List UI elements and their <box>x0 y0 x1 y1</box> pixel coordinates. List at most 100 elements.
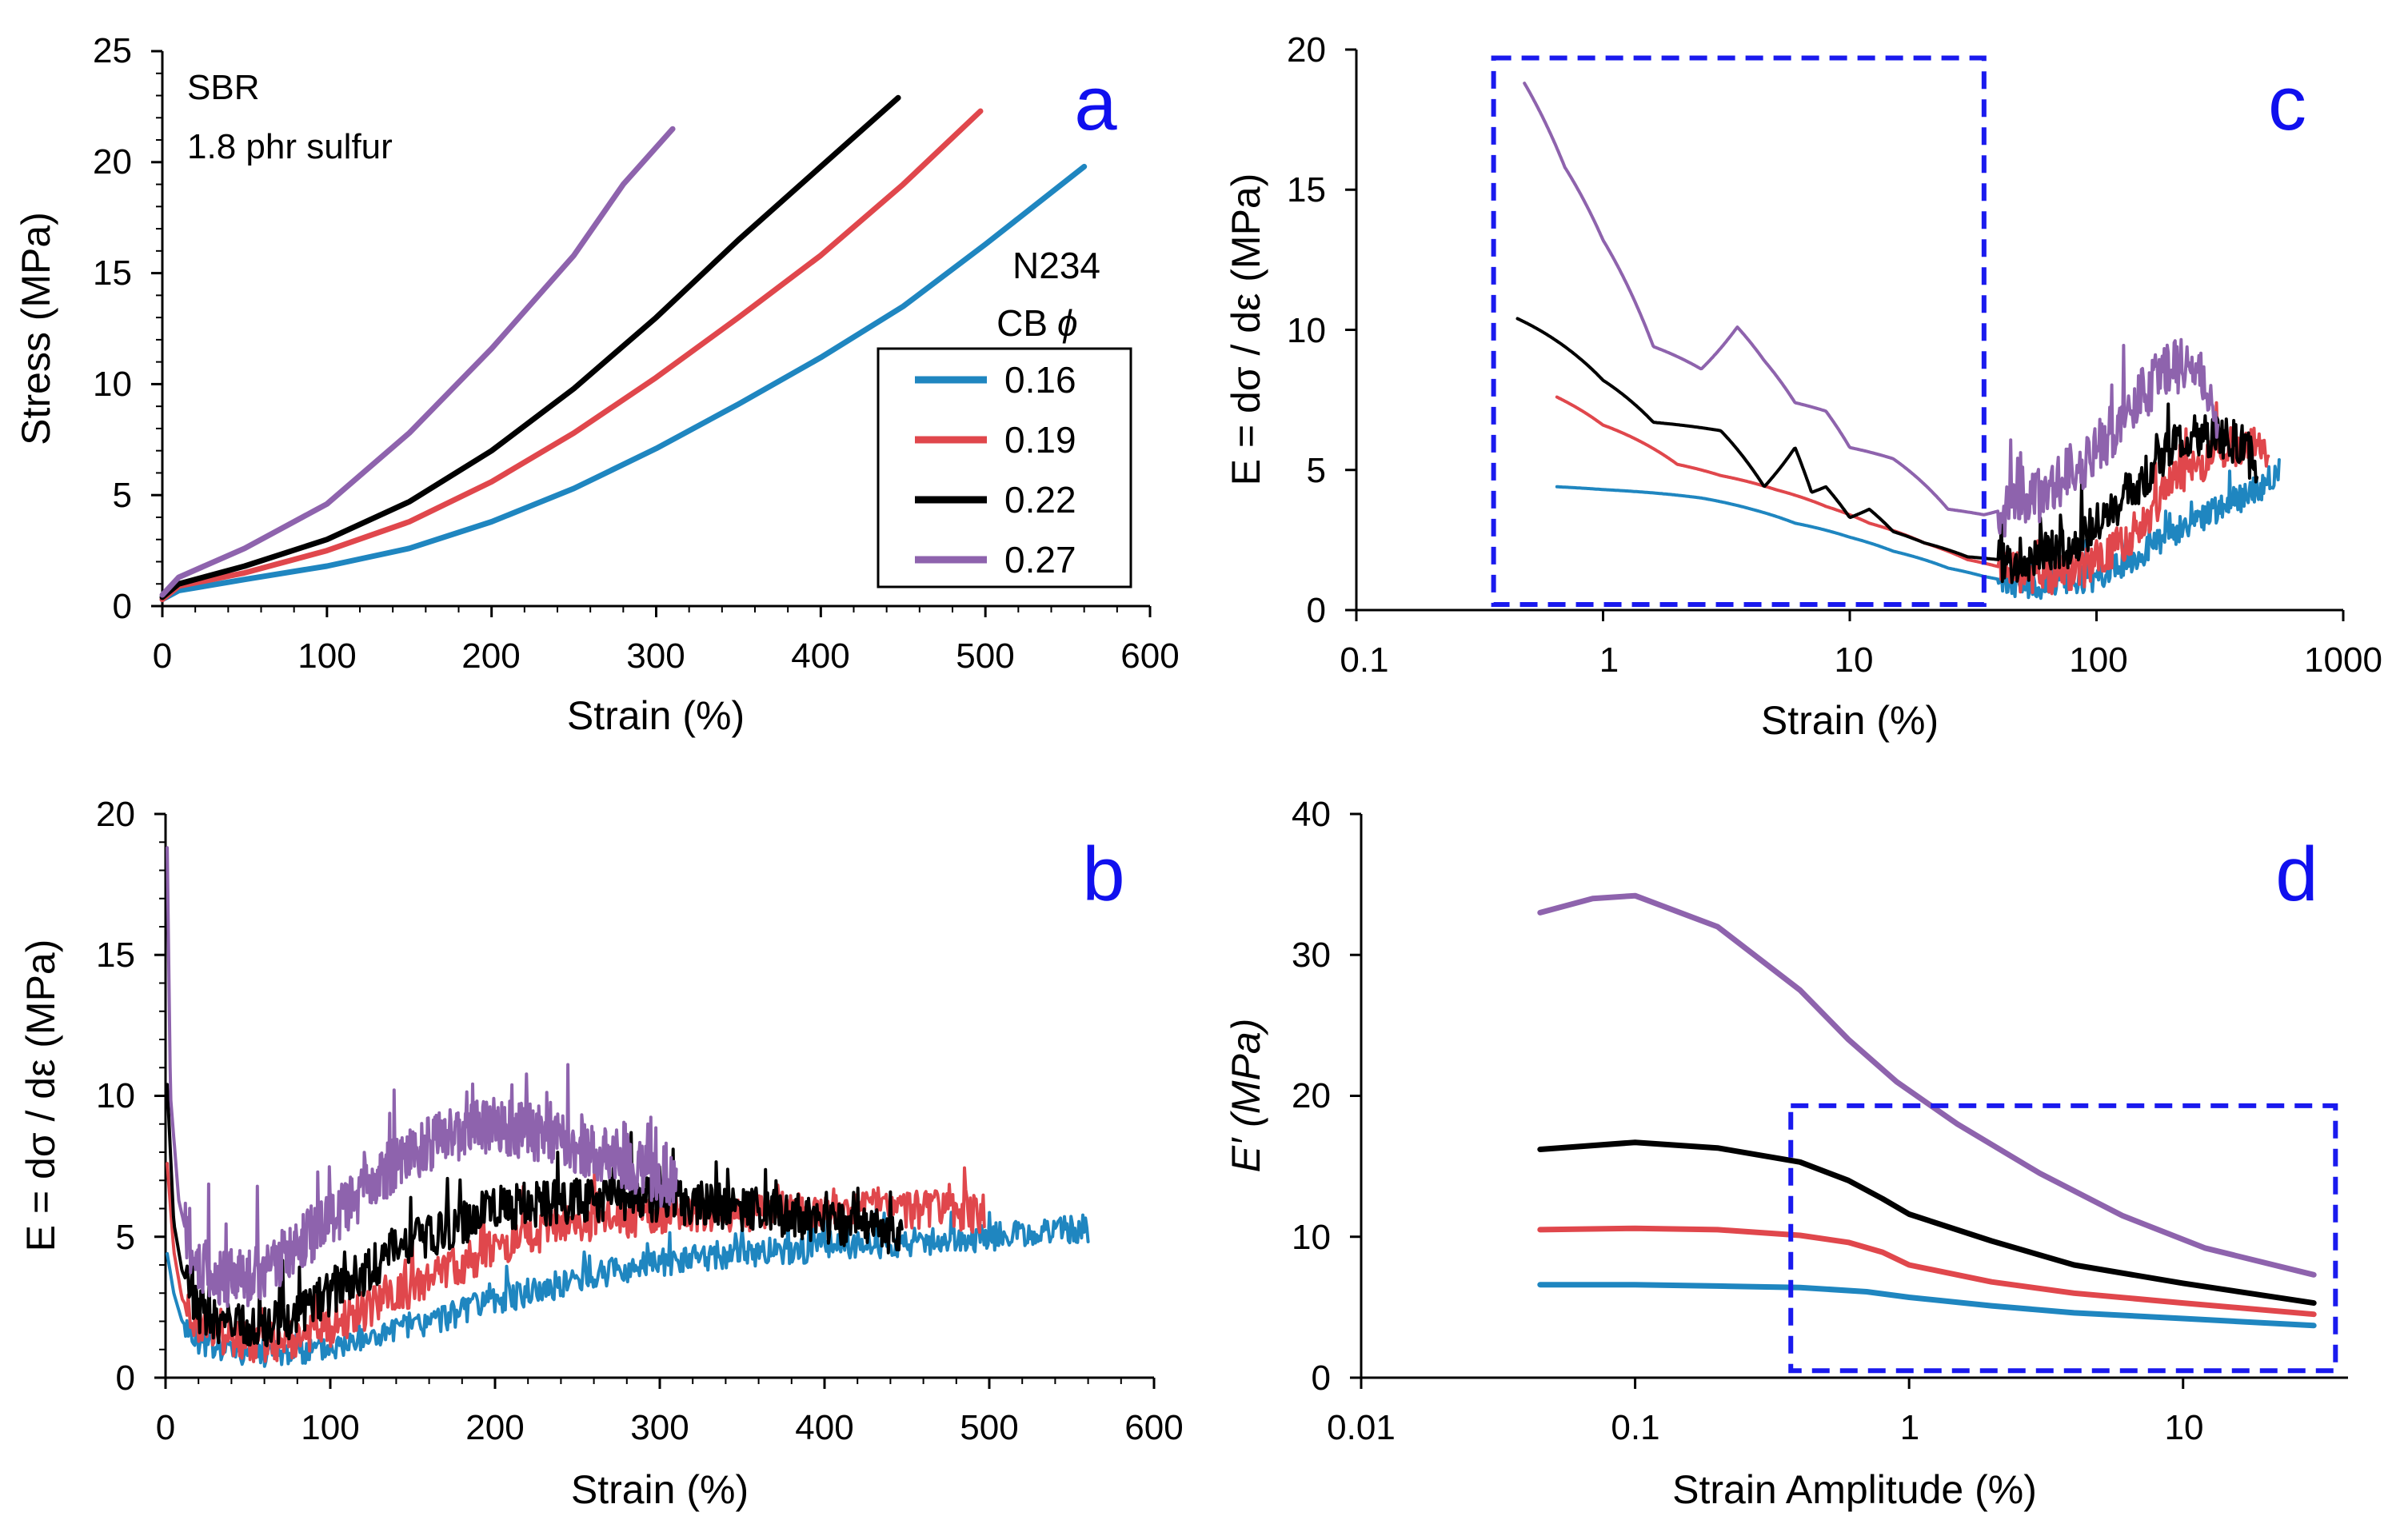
tick-marks <box>1350 812 2185 1389</box>
x-axis-label: Strain (%) <box>1761 698 1939 743</box>
x-tick-label: 10 <box>1835 640 1874 680</box>
x-tick-label: 1000 <box>2304 640 2382 680</box>
highlight-box-group <box>1491 55 1987 607</box>
series-line-0.27 <box>159 126 676 598</box>
x-tick-label: 10 <box>2165 1408 2204 1447</box>
x-tick-label: 300 <box>630 1408 689 1447</box>
x-tick-label: 500 <box>960 1408 1018 1447</box>
panel-c: 0.1 1 10 100 1000 0 5 10 15 20 Strain (%… <box>1224 30 2382 743</box>
y-tick-label: 0 <box>1312 1358 1331 1398</box>
y-axis-label: E′ (MPa) <box>1224 1019 1268 1173</box>
panel-letter-b: b <box>1082 832 1124 917</box>
x-axis-label: Strain Amplitude (%) <box>1672 1467 2037 1512</box>
x-tick-label: 0.1 <box>1340 640 1388 680</box>
x-tick-label: 100 <box>2069 640 2127 680</box>
x-tick-label: 0.01 <box>1327 1408 1396 1447</box>
y-tick-label: 15 <box>1287 170 1326 209</box>
x-tick-label: 1 <box>1599 640 1619 680</box>
x-tick-labels: 0 100 200 300 400 500 600 <box>153 636 1180 676</box>
series-line-0.27 <box>1537 892 2317 1278</box>
x-tick-label: 600 <box>1124 1408 1183 1447</box>
series-line-0.16 <box>1555 458 2281 600</box>
y-tick-label: 15 <box>96 936 135 975</box>
panel-b: 0 100 200 300 400 500 600 0 5 10 15 20 S… <box>18 795 1184 1512</box>
x-axis-label: Strain (%) <box>571 1467 749 1512</box>
legend-label-0.27: 0.27 <box>1004 539 1076 580</box>
x-tick-label: 400 <box>791 636 849 676</box>
x-tick-labels: 0.1 1 10 100 1000 <box>1340 640 2382 680</box>
tick-marks <box>151 50 1152 617</box>
y-axis-label: E = dσ / dε (MPa) <box>1224 174 1268 486</box>
y-tick-labels: 0 5 10 15 20 <box>1287 30 1326 630</box>
series-line-0.19 <box>159 108 984 603</box>
legend-box <box>877 347 1132 588</box>
legend-title-symbol: ϕ <box>1057 302 1078 344</box>
y-tick-label: 40 <box>1292 795 1331 834</box>
y-tick-label: 20 <box>1287 30 1326 70</box>
highlight-box-group <box>1788 1103 2338 1374</box>
y-tick-label: 15 <box>93 253 132 293</box>
series-group <box>166 846 1090 1368</box>
x-tick-labels: 0 100 200 300 400 500 600 <box>156 1408 1184 1447</box>
y-tick-label: 25 <box>93 31 132 70</box>
series-line-0.22 <box>159 94 901 600</box>
x-tick-labels: 0.01 0.1 1 10 <box>1327 1408 2203 1447</box>
y-tick-label: 0 <box>113 587 132 626</box>
highlight-box <box>1788 1103 2338 1374</box>
x-tick-label: 1 <box>1900 1408 1919 1447</box>
legend: N234 CB ϕ 0.16 0.19 0.22 0.27 <box>877 245 1132 588</box>
legend-title-line1: N234 <box>1012 245 1100 286</box>
y-tick-label: 0 <box>116 1358 135 1398</box>
panel-letter-d: d <box>2275 832 2318 917</box>
y-tick-label: 5 <box>116 1218 135 1257</box>
y-tick-label: 10 <box>93 365 132 404</box>
series-line-0.19 <box>166 1162 986 1363</box>
y-tick-label: 5 <box>1307 451 1326 490</box>
series-line-0.22 <box>1515 317 2259 584</box>
x-tick-label: 0 <box>156 1408 175 1447</box>
series-line-0.16 <box>1537 1282 2317 1329</box>
x-tick-label: 400 <box>795 1408 853 1447</box>
x-tick-label: 200 <box>461 636 520 676</box>
tick-marks <box>154 812 1156 1389</box>
y-tick-label: 20 <box>1292 1076 1331 1115</box>
series-group <box>159 94 1088 603</box>
y-tick-label: 30 <box>1292 936 1331 975</box>
series-line-0.19 <box>1537 1225 2317 1318</box>
legend-label-0.16: 0.16 <box>1004 359 1076 401</box>
y-tick-label: 10 <box>1292 1218 1331 1257</box>
annotation-sulfur: 1.8 phr sulfur <box>187 127 393 166</box>
y-tick-label: 20 <box>93 142 132 182</box>
panel-letter-a: a <box>1074 61 1117 146</box>
panel-a: 0 100 200 300 400 500 600 0 5 10 15 20 2… <box>14 31 1180 738</box>
x-tick-label: 600 <box>1120 636 1179 676</box>
y-tick-label: 20 <box>96 795 135 834</box>
y-tick-label: 10 <box>96 1076 135 1115</box>
series-group <box>1515 82 2281 600</box>
x-axis-label: Strain (%) <box>567 693 745 738</box>
y-tick-label: 10 <box>1287 311 1326 350</box>
highlight-box <box>1491 55 1987 607</box>
y-tick-label: 0 <box>1307 591 1326 630</box>
panel-letter-c: c <box>2268 61 2306 146</box>
series-group <box>1537 892 2317 1329</box>
tick-marks <box>1345 48 2345 621</box>
x-tick-label: 0 <box>153 636 172 676</box>
series-line-0.16 <box>159 163 1088 603</box>
series-line-0.22 <box>166 1083 904 1347</box>
legend-label-0.22: 0.22 <box>1004 479 1076 521</box>
series-line-0.27 <box>1523 82 2220 538</box>
series-line-0.27 <box>166 846 678 1308</box>
panel-d: 0.01 0.1 1 10 0 10 20 30 40 Strain Ampli… <box>1224 795 2348 1512</box>
x-tick-label: 0.1 <box>1611 1408 1659 1447</box>
y-axis-label: Stress (MPa) <box>14 212 58 445</box>
x-tick-label: 100 <box>298 636 356 676</box>
x-tick-label: 300 <box>626 636 685 676</box>
y-tick-labels: 0 10 20 30 40 <box>1292 795 1331 1398</box>
x-tick-label: 100 <box>301 1408 359 1447</box>
legend-title-line2: CB <box>996 302 1048 344</box>
annotation-material: SBR <box>187 68 259 107</box>
series-line-0.22 <box>1537 1139 2317 1307</box>
x-tick-label: 200 <box>465 1408 524 1447</box>
